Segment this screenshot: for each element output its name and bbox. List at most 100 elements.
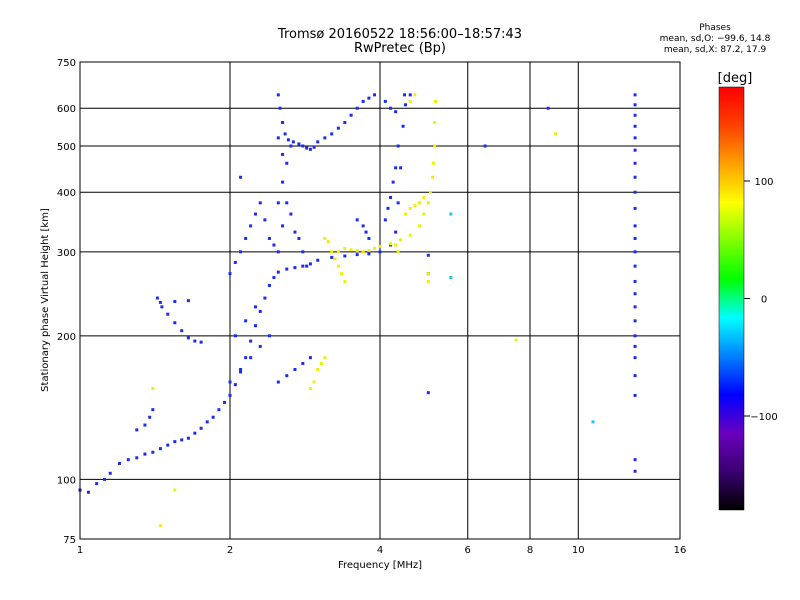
data-point [312, 380, 316, 384]
data-point [633, 161, 637, 165]
data-point [373, 93, 377, 97]
data-point [417, 224, 421, 228]
data-point [233, 260, 237, 264]
x-tick-label: 4 [377, 545, 383, 556]
data-point [433, 121, 437, 125]
data-point [330, 250, 334, 254]
data-point [633, 206, 637, 210]
data-point [633, 344, 637, 348]
data-point [258, 344, 262, 348]
data-point [396, 201, 400, 205]
data-point [340, 272, 344, 276]
data-point [312, 145, 316, 149]
data-point [355, 218, 359, 222]
data-point [383, 99, 387, 103]
data-point [249, 356, 253, 360]
stats-o-line: mean, sd,O: −99.6, 14.8 [659, 34, 771, 44]
data-point [403, 93, 407, 97]
data-point [278, 106, 282, 110]
data-point [272, 243, 276, 247]
data-point [253, 212, 257, 216]
data-point [378, 250, 382, 254]
data-point [422, 195, 426, 199]
data-point [333, 257, 337, 261]
data-point [633, 113, 637, 117]
chart-title: Tromsø 20160522 18:56:00–18:57:43 [277, 27, 523, 42]
data-point [349, 248, 353, 252]
data-point [308, 262, 312, 266]
data-point [408, 93, 412, 97]
data-point [391, 180, 395, 184]
data-point [180, 438, 184, 442]
data-points [78, 93, 637, 528]
data-point [396, 144, 400, 148]
colorbar [718, 86, 745, 511]
data-point [367, 236, 371, 240]
data-point [308, 147, 312, 151]
data-point [205, 420, 209, 424]
data-point [253, 324, 257, 328]
data-point [86, 490, 90, 494]
y-tick-label: 750 [57, 58, 76, 69]
data-point [434, 99, 438, 103]
data-point [426, 391, 430, 395]
data-point [426, 201, 430, 205]
data-point [285, 161, 289, 165]
data-point [413, 93, 417, 97]
x-tick-label: 1 [77, 545, 83, 556]
y-tick-label: 200 [57, 332, 76, 343]
data-point [546, 106, 550, 110]
x-tick-label: 8 [527, 545, 533, 556]
data-point [263, 296, 267, 300]
data-point [244, 319, 248, 323]
data-point [316, 140, 320, 144]
data-point [336, 126, 340, 130]
data-point [233, 383, 237, 387]
data-point [305, 146, 309, 150]
data-point [285, 201, 289, 205]
data-point [285, 267, 289, 271]
data-point [367, 252, 371, 256]
data-point [633, 319, 637, 323]
data-point [330, 132, 334, 136]
data-point [633, 469, 637, 473]
data-point [301, 250, 305, 254]
data-point [514, 338, 518, 342]
data-point [233, 334, 237, 338]
data-point [323, 356, 327, 360]
data-point [160, 305, 164, 309]
data-point [633, 305, 637, 309]
data-point [151, 408, 155, 412]
colorbar-ticks: 100 0 −100 [744, 177, 778, 423]
data-point [403, 103, 407, 107]
data-point [281, 180, 285, 184]
data-point [297, 142, 301, 146]
data-point [186, 336, 190, 340]
data-point [239, 370, 243, 374]
data-point [293, 230, 297, 234]
data-point [633, 292, 637, 296]
data-point [633, 356, 637, 360]
x-tick-label: 10 [572, 545, 585, 556]
y-axis-label: Stationary phase Virtual Height [km] [40, 208, 51, 392]
y-tick-label: 300 [57, 248, 76, 259]
data-point [361, 250, 365, 254]
data-point [289, 144, 293, 148]
y-tick-label: 500 [57, 142, 76, 153]
data-point [249, 224, 253, 228]
data-point [349, 113, 353, 117]
data-point [223, 400, 227, 404]
data-point [228, 380, 232, 384]
data-point [186, 299, 190, 303]
data-point [361, 224, 365, 228]
data-point [343, 279, 347, 283]
data-point [449, 276, 453, 280]
data-point [394, 110, 398, 114]
data-point [394, 243, 398, 247]
data-point [158, 524, 162, 528]
data-point [389, 242, 393, 246]
data-point [426, 279, 430, 283]
data-point [151, 450, 155, 454]
data-point [364, 230, 368, 234]
data-point [289, 212, 293, 216]
